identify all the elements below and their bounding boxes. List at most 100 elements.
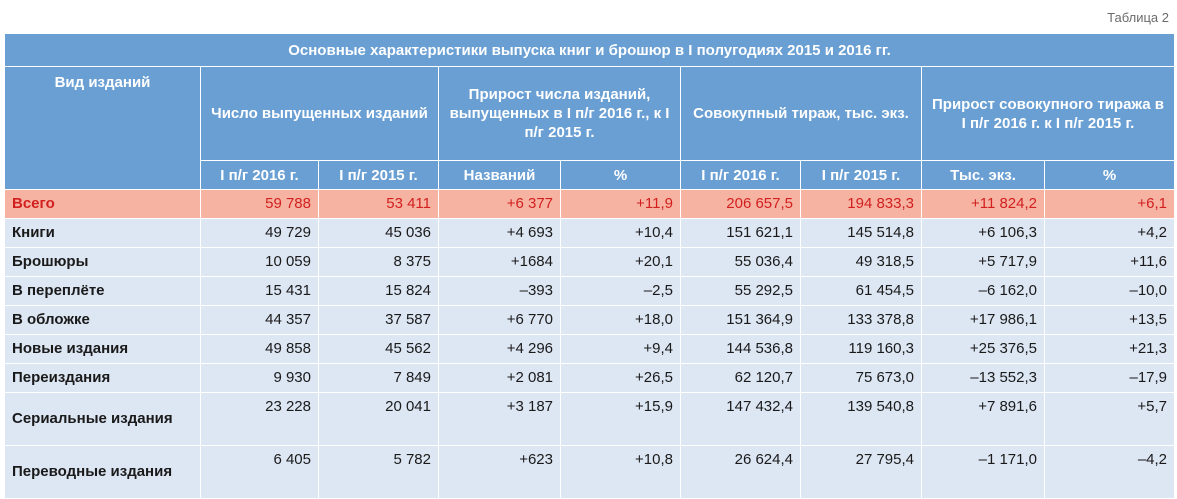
table-row: Брошюры 10 059 8 375 +1684 +20,1 55 036,… <box>4 247 1176 277</box>
cell-growth-percent: +10,8 <box>560 445 681 499</box>
subheader-growth-titles: Названий <box>438 160 561 190</box>
cell-growth-percent: +20,1 <box>560 247 681 277</box>
table-row: Новые издания 49 858 45 562 +4 296 +9,4 … <box>4 334 1176 364</box>
header-circulation: Совокупный тираж, тыс. экз. <box>680 66 922 161</box>
cell-count-2016: 15 431 <box>200 276 319 306</box>
cell-growth-titles: +1684 <box>438 247 561 277</box>
cell-count-2015: 53 411 <box>318 189 439 219</box>
subheader-growth-circ-percent: % <box>1043 160 1176 190</box>
cell-count-2016: 49 858 <box>200 334 319 364</box>
cell-circ-2015: 61 454,5 <box>800 276 922 306</box>
cell-circ-2016: 206 657,5 <box>680 189 801 219</box>
row-name: Новые издания <box>4 334 201 364</box>
table-row: Книги 49 729 45 036 +4 693 +10,4 151 621… <box>4 218 1176 248</box>
cell-circ-2016: 26 624,4 <box>680 445 801 499</box>
cell-growth-percent: +15,9 <box>560 392 681 446</box>
cell-count-2015: 5 782 <box>318 445 439 499</box>
cell-circ-2016: 62 120,7 <box>680 363 801 393</box>
table-row-total: Всего 59 788 53 411 +6 377 +11,9 206 657… <box>4 189 1176 219</box>
cell-count-2015: 20 041 <box>318 392 439 446</box>
cell-growth-circ-percent: –10,0 <box>1043 276 1176 306</box>
cell-growth-circ-percent: +13,5 <box>1043 305 1176 335</box>
table-row: Сериальные издания 23 228 20 041 +3 187 … <box>4 392 1176 446</box>
cell-growth-circ: +5 717,9 <box>921 247 1045 277</box>
cell-circ-2016: 55 292,5 <box>680 276 801 306</box>
cell-growth-percent: –2,5 <box>560 276 681 306</box>
cell-count-2016: 44 357 <box>200 305 319 335</box>
table-row: В переплёте 15 431 15 824 –393 –2,5 55 2… <box>4 276 1176 306</box>
cell-growth-circ-percent: –4,2 <box>1043 445 1176 499</box>
table-row: Переводные издания 6 405 5 782 +623 +10,… <box>4 445 1176 499</box>
cell-circ-2015: 139 540,8 <box>800 392 922 446</box>
publishing-statistics-table: Основные характеристики выпуска книг и б… <box>3 33 1176 499</box>
table-row: Переиздания 9 930 7 849 +2 081 +26,5 62 … <box>4 363 1176 393</box>
cell-circ-2016: 151 621,1 <box>680 218 801 248</box>
row-name: Переводные издания <box>4 445 201 499</box>
cell-growth-percent: +26,5 <box>560 363 681 393</box>
cell-count-2015: 8 375 <box>318 247 439 277</box>
cell-circ-2015: 49 318,5 <box>800 247 922 277</box>
cell-circ-2016: 144 536,8 <box>680 334 801 364</box>
cell-growth-circ-percent: –17,9 <box>1043 363 1176 393</box>
subheader-count-2016: I п/г 2016 г. <box>200 160 319 190</box>
cell-growth-circ-percent: +21,3 <box>1043 334 1176 364</box>
cell-count-2015: 45 036 <box>318 218 439 248</box>
cell-growth-titles: +4 296 <box>438 334 561 364</box>
row-name: В обложке <box>4 305 201 335</box>
cell-circ-2015: 27 795,4 <box>800 445 922 499</box>
subheader-circ-2016: I п/г 2016 г. <box>680 160 801 190</box>
cell-growth-titles: +3 187 <box>438 392 561 446</box>
cell-circ-2015: 119 160,3 <box>800 334 922 364</box>
table-caption: Таблица 2 <box>1107 10 1169 25</box>
cell-count-2016: 10 059 <box>200 247 319 277</box>
cell-growth-titles: +4 693 <box>438 218 561 248</box>
cell-count-2016: 23 228 <box>200 392 319 446</box>
cell-circ-2015: 75 673,0 <box>800 363 922 393</box>
cell-growth-percent: +9,4 <box>560 334 681 364</box>
cell-growth-titles: +2 081 <box>438 363 561 393</box>
cell-circ-2015: 133 378,8 <box>800 305 922 335</box>
cell-growth-circ: –1 171,0 <box>921 445 1045 499</box>
cell-growth-circ: +7 891,6 <box>921 392 1045 446</box>
row-name: Всего <box>4 189 201 219</box>
cell-growth-circ-percent: +4,2 <box>1043 218 1176 248</box>
cell-growth-circ-percent: +11,6 <box>1043 247 1176 277</box>
subheader-count-2015: I п/г 2015 г. <box>318 160 439 190</box>
table-title: Основные характеристики выпуска книг и б… <box>3 33 1176 67</box>
cell-growth-titles: –393 <box>438 276 561 306</box>
cell-growth-titles: +6 377 <box>438 189 561 219</box>
cell-count-2016: 59 788 <box>200 189 319 219</box>
cell-growth-circ-percent: +5,7 <box>1043 392 1176 446</box>
cell-growth-percent: +11,9 <box>560 189 681 219</box>
cell-circ-2016: 147 432,4 <box>680 392 801 446</box>
cell-count-2016: 9 930 <box>200 363 319 393</box>
subheader-growth-thousand: Тыс. экз. <box>921 160 1045 190</box>
subheader-growth-percent: % <box>560 160 681 190</box>
header-count: Число выпущенных изданий <box>200 66 439 161</box>
cell-circ-2016: 151 364,9 <box>680 305 801 335</box>
cell-count-2016: 6 405 <box>200 445 319 499</box>
subheader-circ-2015: I п/г 2015 г. <box>800 160 922 190</box>
row-name: Сериальные издания <box>4 392 201 446</box>
cell-growth-circ: –6 162,0 <box>921 276 1045 306</box>
cell-count-2015: 37 587 <box>318 305 439 335</box>
cell-count-2015: 15 824 <box>318 276 439 306</box>
cell-growth-titles: +6 770 <box>438 305 561 335</box>
cell-growth-percent: +10,4 <box>560 218 681 248</box>
cell-circ-2016: 55 036,4 <box>680 247 801 277</box>
row-name: Переиздания <box>4 363 201 393</box>
row-name: Брошюры <box>4 247 201 277</box>
cell-growth-titles: +623 <box>438 445 561 499</box>
cell-growth-percent: +18,0 <box>560 305 681 335</box>
cell-growth-circ: +11 824,2 <box>921 189 1045 219</box>
row-name: В переплёте <box>4 276 201 306</box>
cell-circ-2015: 194 833,3 <box>800 189 922 219</box>
cell-count-2015: 7 849 <box>318 363 439 393</box>
cell-circ-2015: 145 514,8 <box>800 218 922 248</box>
header-growth-circulation: Прирост совокупного тиража в I п/г 2016 … <box>920 66 1176 161</box>
cell-growth-circ: –13 552,3 <box>921 363 1045 393</box>
row-name: Книги <box>4 218 201 248</box>
cell-growth-circ: +25 376,5 <box>921 334 1045 364</box>
cell-count-2015: 45 562 <box>318 334 439 364</box>
header-vid: Вид изданий <box>4 66 201 190</box>
